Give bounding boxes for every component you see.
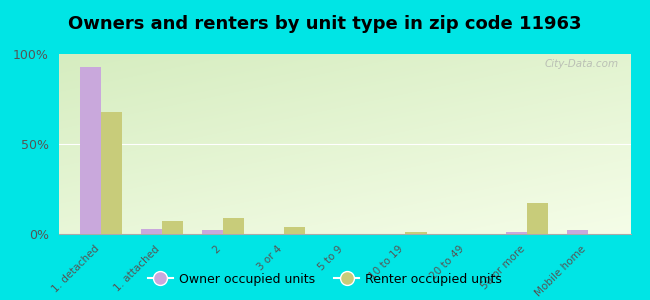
Bar [406,232,426,234]
Bar [101,112,122,234]
Bar [162,221,183,234]
Text: Owners and renters by unit type in zip code 11963: Owners and renters by unit type in zip c… [68,15,582,33]
Bar [202,230,223,234]
Legend: Owner occupied units, Renter occupied units: Owner occupied units, Renter occupied un… [143,268,507,291]
Bar [527,203,549,234]
Bar [223,218,244,234]
Bar [80,67,101,234]
Text: City-Data.com: City-Data.com [545,59,619,69]
Bar [283,227,305,234]
Bar [567,230,588,234]
Bar [506,232,527,234]
Bar [140,229,162,234]
